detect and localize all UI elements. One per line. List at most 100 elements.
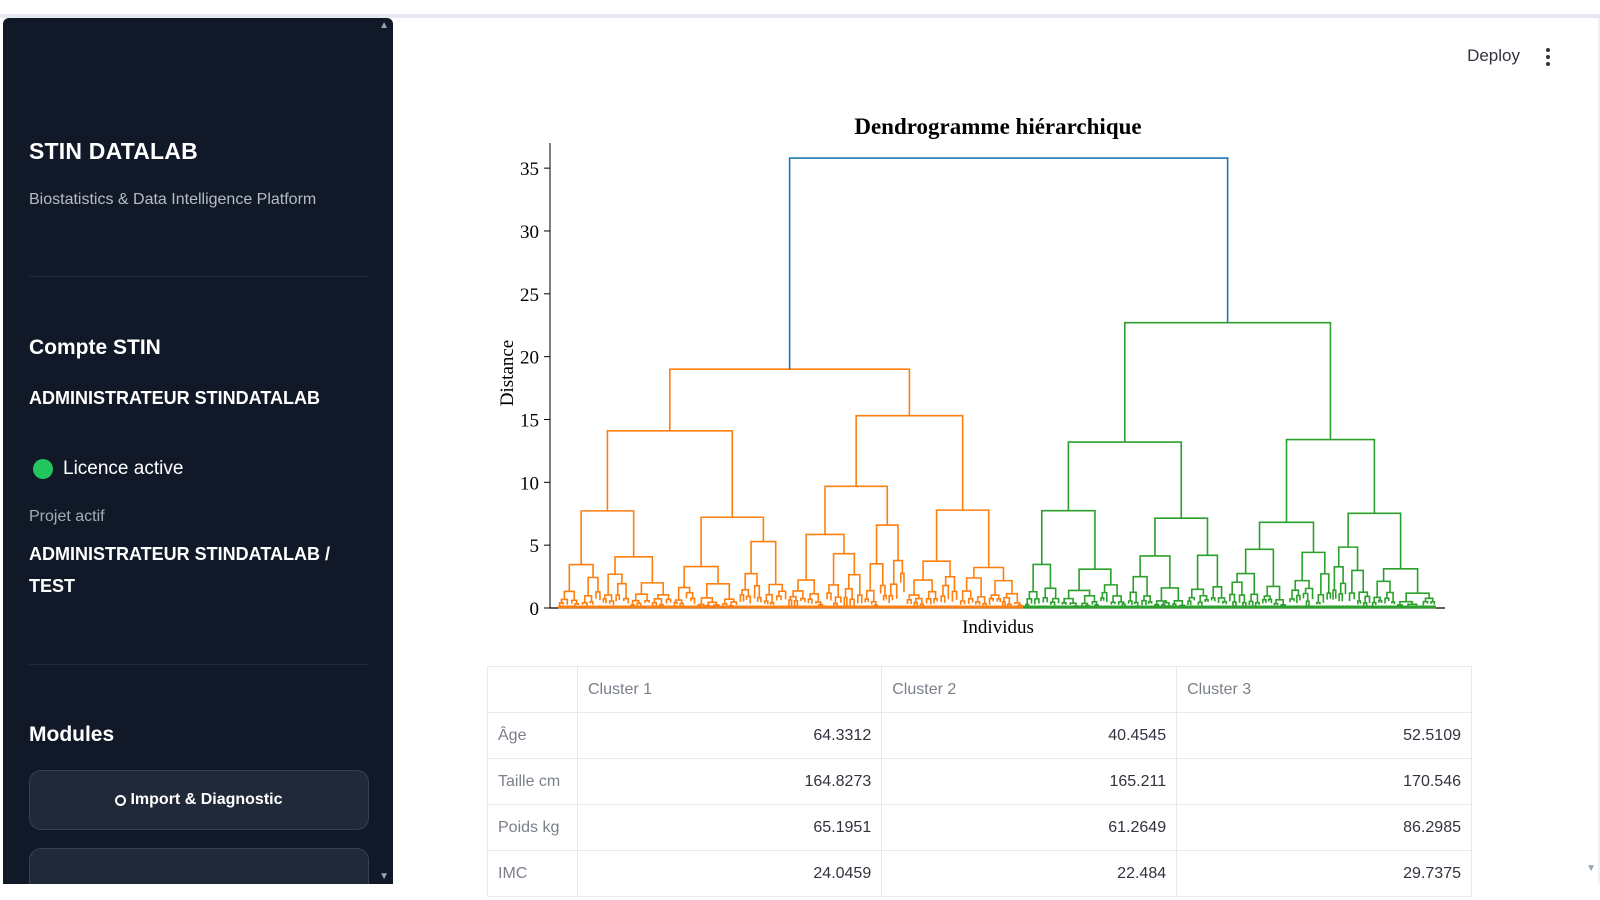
dendrogram-link (1291, 589, 1300, 599)
dendrogram-link (1238, 594, 1246, 603)
scrollbar-track[interactable] (1598, 18, 1600, 884)
dendrogram-link (1244, 548, 1275, 587)
dendrogram-link (1332, 589, 1337, 600)
dendrogram-link (1103, 584, 1118, 596)
dendrogram-link (615, 594, 621, 602)
dendrogram-link (778, 590, 787, 600)
dendrogram-link (1333, 566, 1344, 591)
table-cell: 64.3312 (576, 712, 883, 759)
dendrogram-link (1266, 585, 1281, 600)
dendrogram-link (631, 599, 640, 605)
dendrogram-link (1141, 599, 1147, 606)
sidebar: ▲ STIN DATALAB Biostatistics & Data Inte… (3, 18, 393, 884)
dendrogram-link (602, 598, 607, 604)
dendrogram-link (653, 598, 663, 605)
dendrogram-link (1248, 600, 1254, 606)
dendrogram-link (848, 573, 861, 596)
row-label: Poids kg (487, 804, 578, 851)
dendrogram-link (1196, 554, 1219, 590)
sidebar-scroll-up-icon[interactable]: ▲ (379, 20, 389, 31)
dendrogram-link (1117, 601, 1125, 605)
dendrogram-link (1386, 591, 1394, 602)
dendrogram-link (1280, 604, 1287, 607)
top-loading-bar (0, 14, 1600, 18)
dendrogram-link (1188, 596, 1196, 602)
main-scroll-down-icon[interactable]: ▼ (1586, 863, 1596, 874)
table-cell: 24.0459 (576, 850, 883, 897)
dendrogram-link (1078, 568, 1112, 591)
dendrogram-link (914, 597, 923, 605)
table-header-cell[interactable]: Cluster 2 (881, 666, 1178, 713)
sidebar-divider (29, 276, 369, 277)
sidebar-divider (29, 664, 369, 665)
y-tick-label: 20 (520, 348, 539, 369)
dendrogram-link (996, 598, 1001, 603)
dendrogram-link (603, 594, 613, 602)
module-button-import-diagnostic[interactable]: Import & Diagnostic (29, 770, 369, 830)
dendrogram-link (1110, 601, 1116, 605)
table-header-cell[interactable]: Cluster 3 (1176, 666, 1472, 713)
table-cell: 170.546 (1176, 758, 1472, 805)
dendrogram-link (595, 591, 601, 601)
table-row: Poids kg 65.1951 61.2649 86.2985 (487, 804, 1472, 851)
y-tick-label: 15 (520, 410, 539, 431)
account-name: ADMINISTRATEUR STINDATALAB (29, 388, 320, 408)
dendrogram-link (879, 584, 886, 596)
status-dot-icon (33, 459, 53, 479)
dendrogram-link (1382, 568, 1419, 594)
dendrogram-link (1376, 580, 1391, 598)
dendrogram-link (788, 599, 793, 608)
dendrogram-link (1430, 600, 1436, 605)
dendrogram-link (944, 576, 956, 592)
dendrogram-link (574, 603, 580, 607)
dendrogram-link (674, 599, 683, 604)
dendrogram-link (1267, 598, 1273, 604)
deploy-button[interactable]: Deploy (1467, 46, 1520, 65)
dendrogram-link (899, 572, 905, 593)
dendrogram-link (1050, 601, 1056, 606)
dendrogram-chart: Dendrogramme hiérarchique Individus Dist… (497, 114, 1445, 638)
dendrogram-link (1424, 597, 1434, 602)
dendrogram-link (869, 563, 884, 591)
dendrogram-link (756, 596, 762, 603)
dendrogram-link (616, 582, 627, 599)
dendrogram-link (768, 583, 784, 595)
dendrogram-link (1129, 591, 1137, 603)
dendrogram-link (1320, 573, 1330, 595)
module-button-next[interactable] (29, 848, 369, 884)
sidebar-scroll-down-icon[interactable]: ▼ (379, 871, 389, 882)
table-cell: 29.7375 (1176, 850, 1472, 897)
dendrogram-link (933, 598, 938, 604)
dendrogram-link (1100, 597, 1105, 602)
dendrogram-link (832, 552, 856, 585)
dendrogram-link (558, 601, 564, 606)
dendrogram-link (865, 589, 875, 602)
dendrogram-link (1204, 599, 1209, 603)
dendrogram-link (925, 598, 932, 605)
table-cell: 165.211 (881, 758, 1178, 805)
dendrogram-link (1222, 600, 1228, 605)
cluster-means-table: Cluster 1 Cluster 2 Cluster 3 Âge 64.331… (487, 666, 1472, 897)
dendrogram-link (973, 566, 1005, 581)
dendrogram-link (775, 595, 782, 601)
dendrogram-link (875, 524, 899, 564)
kebab-menu-icon[interactable] (1536, 46, 1560, 68)
dendrogram-link (644, 599, 650, 603)
table-header-cell[interactable]: Cluster 1 (576, 666, 883, 713)
dendrogram-link (665, 598, 672, 604)
table-cell: 22.484 (881, 850, 1178, 897)
dendrogram-link (951, 590, 958, 602)
dendrogram-link (834, 596, 842, 604)
dendrogram-link (606, 429, 734, 518)
table-cell: 61.2649 (881, 804, 1178, 851)
y-tick-label: 10 (520, 473, 539, 494)
dendrogram-link (1154, 517, 1209, 556)
dendrogram-link (730, 601, 738, 606)
dendrogram-link (800, 597, 806, 603)
dendrogram-link (1172, 603, 1177, 606)
dendrogram-link (942, 584, 950, 600)
dendrogram-link (864, 598, 870, 603)
dendrogram-link (1026, 598, 1033, 605)
dendrogram-link (1127, 600, 1133, 605)
dendrogram-link (1422, 600, 1429, 606)
